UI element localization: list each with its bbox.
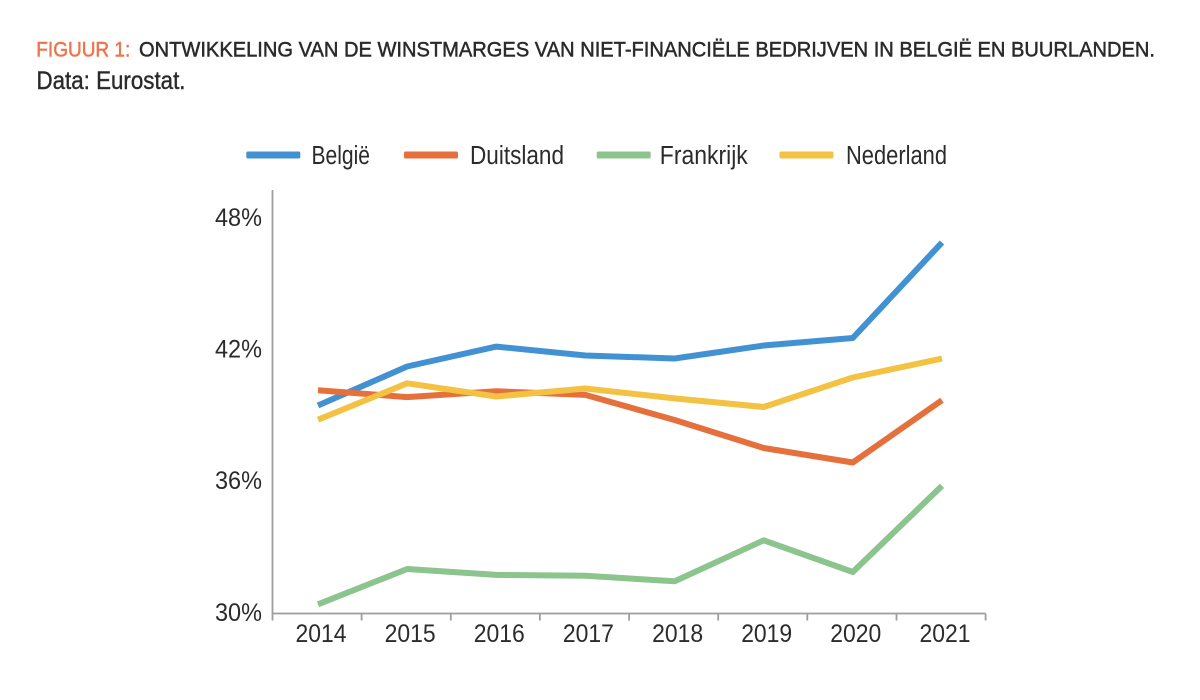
svg-text:2017: 2017 bbox=[563, 620, 614, 648]
svg-text:2018: 2018 bbox=[652, 620, 703, 648]
svg-text:2020: 2020 bbox=[830, 620, 881, 648]
svg-text:2015: 2015 bbox=[385, 620, 436, 648]
svg-text:30%: 30% bbox=[215, 599, 262, 627]
svg-text:2014: 2014 bbox=[296, 620, 347, 648]
svg-text:36%: 36% bbox=[215, 467, 262, 495]
svg-text:2021: 2021 bbox=[920, 620, 971, 648]
svg-text:48%: 48% bbox=[215, 204, 262, 232]
svg-text:2016: 2016 bbox=[474, 620, 525, 648]
svg-text:Data: Eurostat.: Data: Eurostat. bbox=[37, 67, 186, 95]
svg-text:België: België bbox=[312, 142, 371, 170]
svg-text:Nederland: Nederland bbox=[846, 142, 947, 170]
svg-text:FIGUUR 1:: FIGUUR 1: bbox=[36, 38, 130, 62]
svg-text:Frankrijk: Frankrijk bbox=[660, 142, 748, 170]
svg-text:ONTWIKKELING VAN DE WINSTMARGE: ONTWIKKELING VAN DE WINSTMARGES VAN NIET… bbox=[139, 38, 1155, 62]
svg-text:Duitsland: Duitsland bbox=[470, 142, 564, 170]
svg-text:42%: 42% bbox=[215, 336, 262, 364]
svg-text:2019: 2019 bbox=[741, 620, 792, 648]
